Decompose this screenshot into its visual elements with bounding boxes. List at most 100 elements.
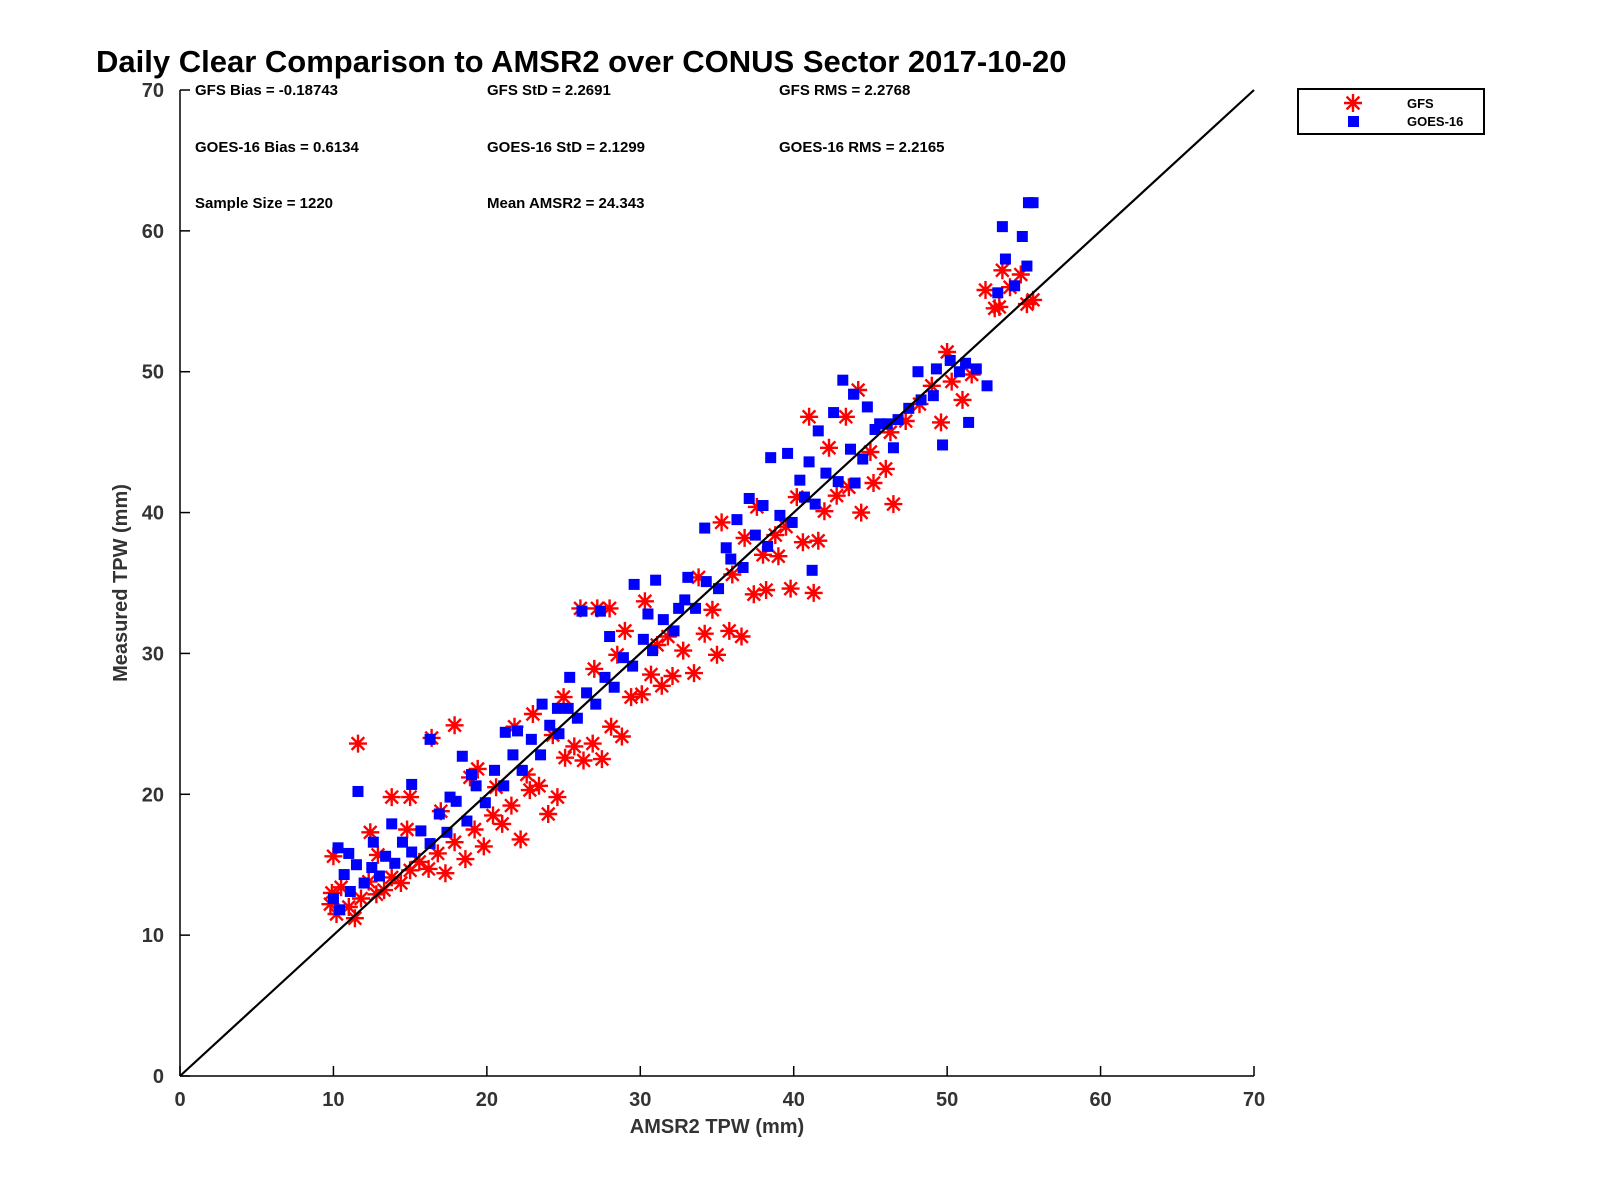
- gfs-point: [712, 513, 731, 532]
- goes-16-point: [848, 388, 860, 400]
- gfs-point: [896, 412, 915, 430]
- gfs-point: [747, 497, 766, 516]
- goes-16-point: [352, 785, 364, 797]
- goes-16-point: [396, 836, 408, 848]
- gfs-point: [484, 806, 502, 825]
- goes-16-point: [512, 725, 524, 737]
- gfs-point: [820, 438, 838, 457]
- gfs-point: [554, 688, 573, 707]
- y-tick-label: 30: [142, 643, 164, 665]
- gfs-point: [876, 459, 895, 478]
- goes-16-point: [525, 733, 537, 745]
- gfs-point: [574, 751, 593, 770]
- gfs-point: [520, 781, 539, 800]
- gfs-point: [602, 717, 621, 736]
- goes-16-point: [912, 366, 924, 378]
- goes-16-point: [743, 492, 755, 504]
- gfs-point: [321, 895, 340, 914]
- gfs-point: [793, 533, 812, 552]
- gfs-point: [382, 788, 401, 807]
- gfs-point: [1017, 295, 1036, 314]
- goes-16-point: [803, 456, 815, 468]
- goes-16-point: [953, 366, 965, 378]
- y-tick-label: 40: [142, 503, 164, 525]
- gfs-point: [685, 664, 703, 683]
- gfs-point: [809, 531, 828, 550]
- gfs-point: [708, 645, 726, 664]
- gfs-point: [864, 474, 883, 492]
- gfs-point: [465, 820, 484, 839]
- gfs-point: [839, 478, 858, 497]
- goes-16-point: [450, 795, 462, 807]
- goes-16-point: [849, 477, 861, 489]
- goes-16-point: [881, 418, 893, 430]
- legend: GFS GOES-16: [1297, 88, 1485, 135]
- gfs-point: [419, 859, 438, 878]
- goes-16-point: [332, 842, 344, 854]
- goes-16-point: [832, 476, 844, 488]
- gfs-point: [445, 716, 464, 735]
- goes-16-point: [551, 702, 563, 714]
- gfs-point: [932, 413, 950, 432]
- y-tick-label: 50: [142, 362, 164, 384]
- goes-16-point: [553, 728, 565, 740]
- gfs-point: [345, 909, 364, 928]
- gfs-point: [953, 390, 972, 409]
- gfs-point: [976, 281, 995, 299]
- goes-16-point: [713, 583, 725, 595]
- gfs-point: [658, 627, 677, 646]
- goes-16-point: [915, 394, 927, 406]
- goes-16-point: [762, 540, 774, 552]
- goes-16-point: [406, 778, 418, 790]
- gfs-point: [332, 878, 351, 897]
- goes-16-point: [604, 631, 616, 643]
- gfs-point: [556, 748, 575, 767]
- goes-16-point: [415, 825, 427, 837]
- goes-16-point: [806, 564, 818, 576]
- legend-gfs-label: GFS: [1407, 96, 1434, 111]
- gfs-point: [703, 600, 722, 619]
- goes-16-point: [765, 452, 777, 464]
- gfs-std-text: GFS StD = 2.2691: [487, 82, 611, 99]
- goes-16-point: [327, 893, 339, 905]
- goes-16-point: [720, 542, 732, 554]
- gfs-point: [804, 583, 823, 602]
- goes-16-point: [1009, 280, 1021, 292]
- goes-16-point: [637, 633, 649, 645]
- gfs-point: [349, 734, 367, 753]
- gfs-point: [600, 599, 619, 618]
- gfs-point: [723, 565, 742, 584]
- goes-16-point: [930, 363, 942, 375]
- y-axis-label: Measured TPW (mm): [110, 484, 132, 682]
- goes-16-point: [334, 904, 346, 916]
- goes-16-point: [861, 401, 873, 413]
- goes-16-point: [344, 885, 356, 897]
- gfs-rms-text: GFS RMS = 2.2768: [779, 82, 910, 99]
- x-tick-label: 10: [322, 1089, 344, 1111]
- gfs-point: [398, 820, 417, 839]
- gfs-point: [401, 788, 420, 807]
- goes-16-point: [668, 625, 680, 637]
- gfs-point: [884, 495, 903, 514]
- goes-16-point: [757, 500, 769, 512]
- goes-16-point: [960, 357, 972, 369]
- goes-16-point: [433, 808, 445, 820]
- gfs-point: [990, 297, 1009, 316]
- goes-16-point: [498, 780, 510, 792]
- x-tick-label: 50: [936, 1089, 958, 1111]
- x-tick-label: 0: [174, 1089, 185, 1111]
- gfs-point: [456, 850, 475, 869]
- stats-annotations: GFS Bias = -0.18743 GFS StD = 2.2691 GFS…: [195, 82, 945, 212]
- x-tick-label: 30: [629, 1089, 651, 1111]
- goes-16-point: [590, 698, 602, 710]
- gfs-point: [852, 503, 871, 522]
- goes-16-point: [358, 877, 370, 889]
- gfs-point: [744, 585, 763, 604]
- gfs-point: [754, 545, 772, 564]
- goes-16-point: [798, 491, 810, 503]
- goes-16-point: [576, 605, 588, 617]
- goes-16-point: [844, 443, 856, 455]
- goes-16-point: [581, 687, 593, 699]
- gfs-point: [1024, 290, 1043, 309]
